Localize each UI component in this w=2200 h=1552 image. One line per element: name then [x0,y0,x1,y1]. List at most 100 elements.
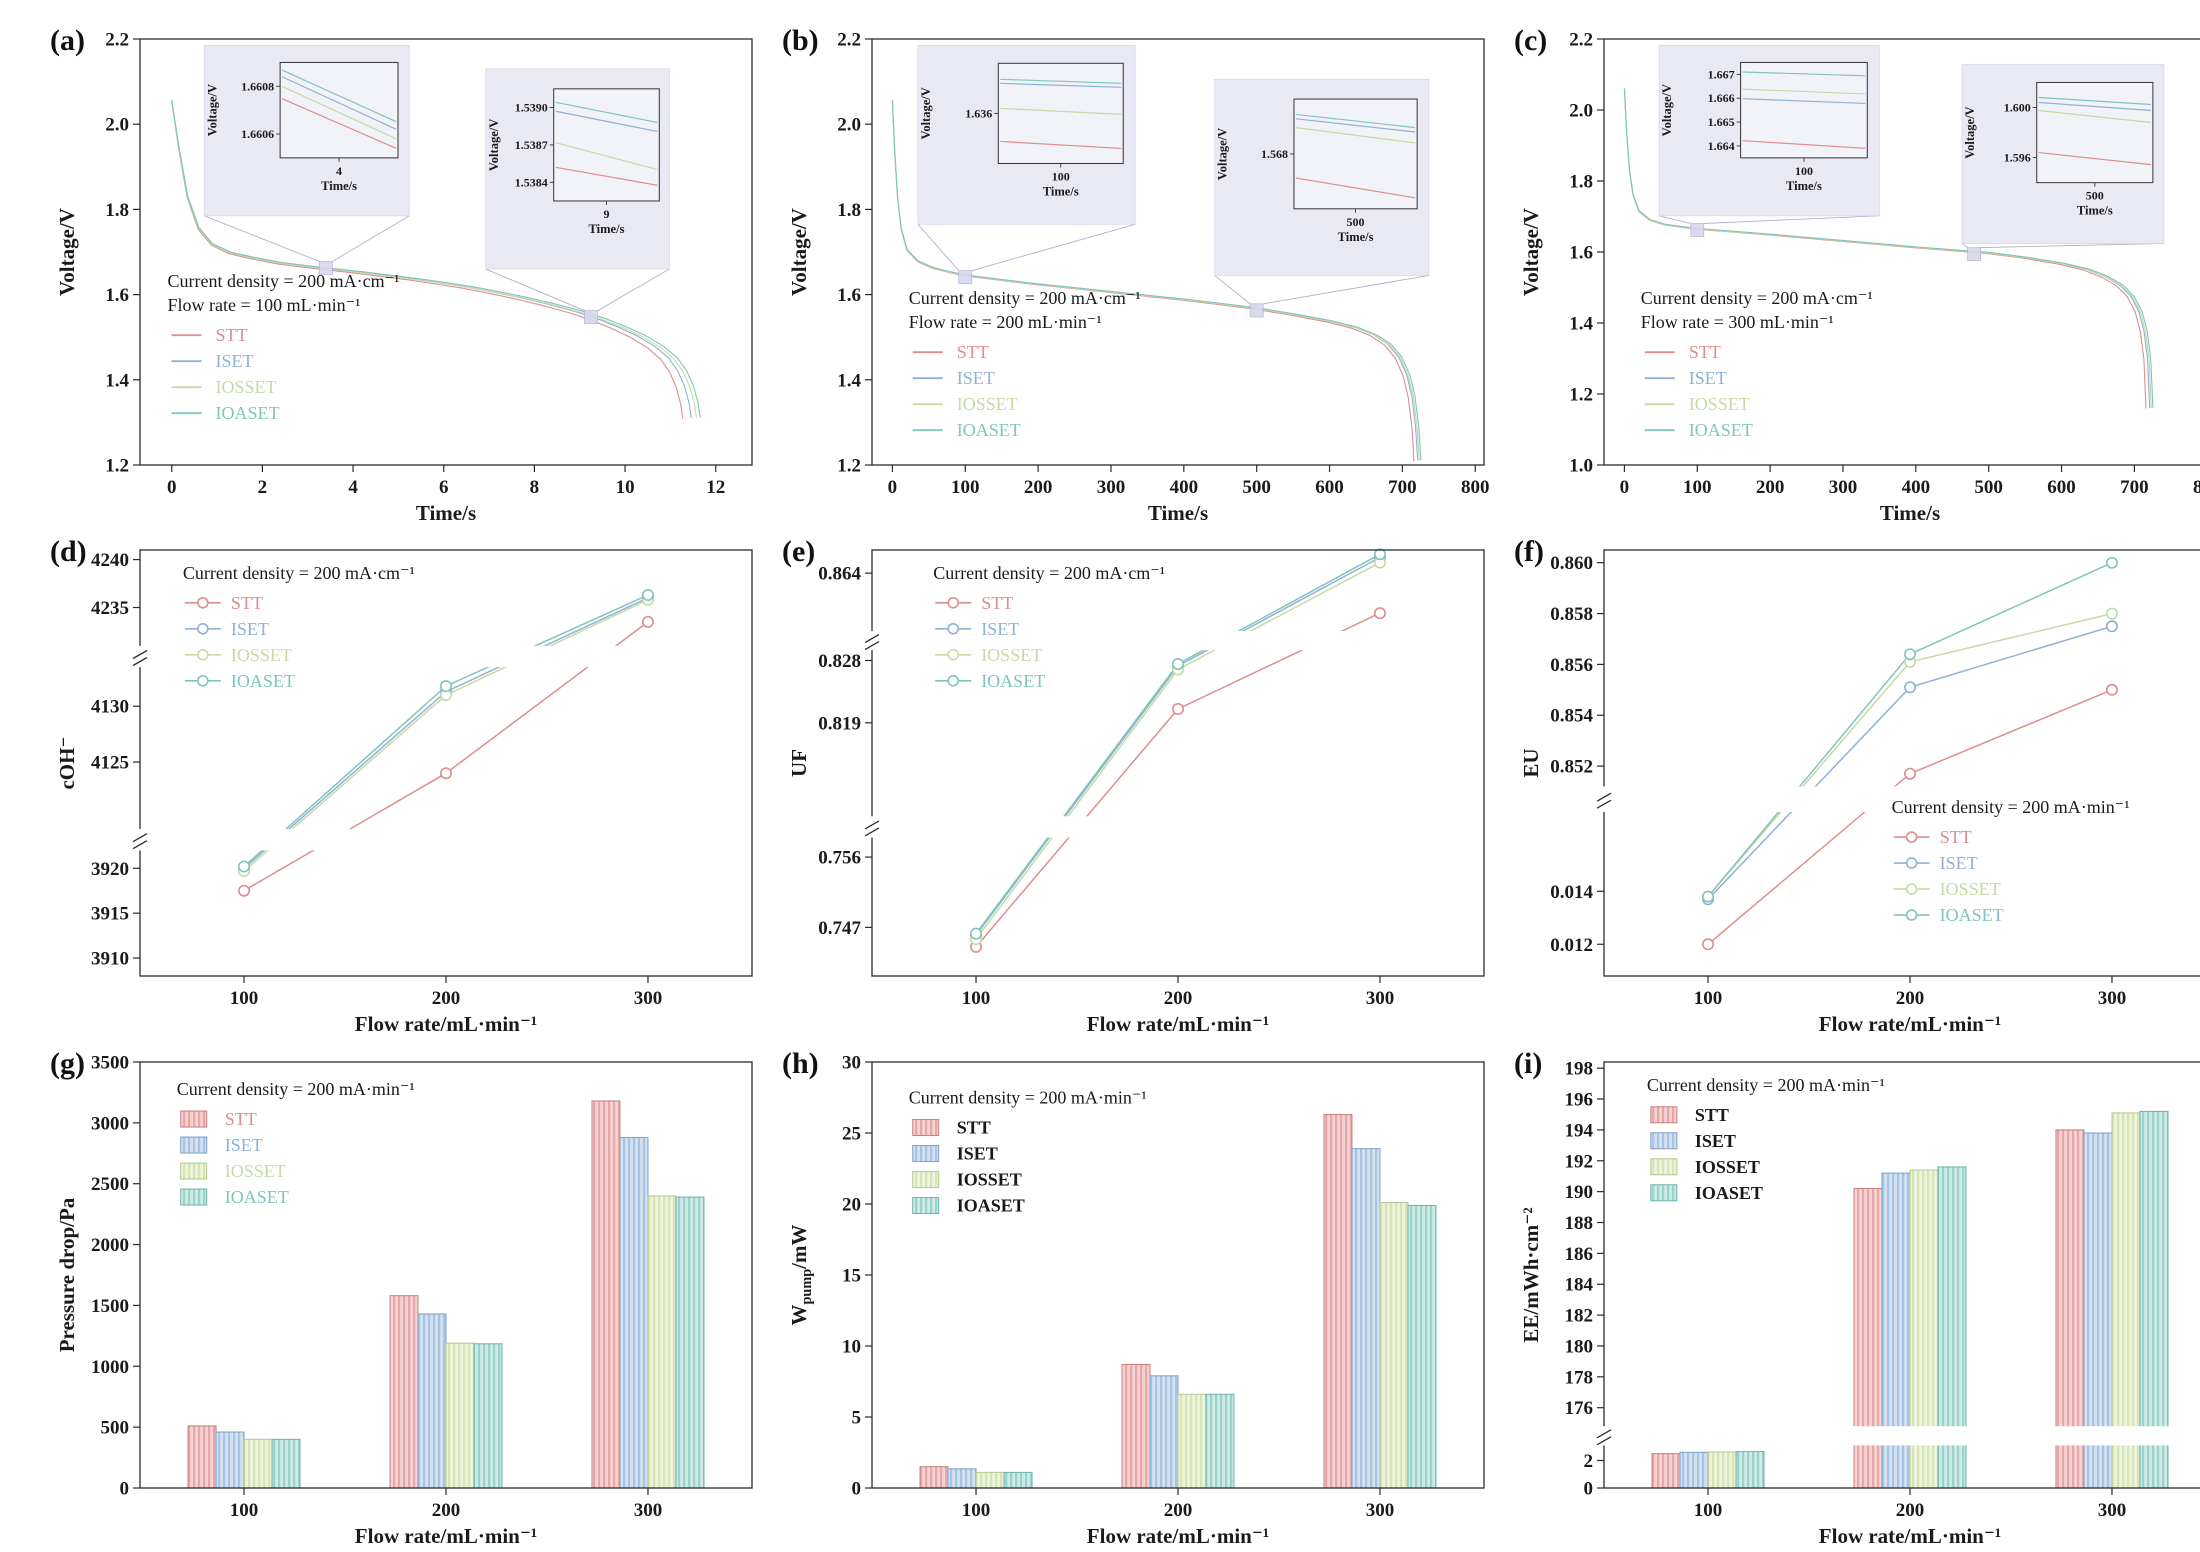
svg-text:2: 2 [1584,1451,1594,1472]
svg-text:300: 300 [2098,988,2127,1009]
svg-text:0.854: 0.854 [1550,706,1593,727]
svg-text:100: 100 [962,988,991,1009]
svg-text:0.756: 0.756 [818,848,861,869]
svg-text:IOASET: IOASET [231,671,295,691]
svg-text:Voltage/V: Voltage/V [1660,84,1674,136]
svg-text:STT: STT [225,1109,257,1129]
svg-text:1.0: 1.0 [1569,456,1593,477]
svg-text:ISET: ISET [1695,1130,1736,1150]
svg-text:100: 100 [230,988,258,1009]
svg-text:1.6606: 1.6606 [241,127,274,141]
panel-label-d: (d) [50,535,87,569]
panel-label-c: (c) [1514,24,1548,57]
svg-text:300: 300 [1829,477,1858,498]
svg-text:3915: 3915 [91,904,129,925]
svg-text:ISET: ISET [231,619,269,639]
svg-text:1.667: 1.667 [1708,67,1735,81]
svg-text:2500: 2500 [91,1174,129,1195]
svg-text:0: 0 [888,477,898,498]
svg-text:700: 700 [1388,477,1417,498]
svg-text:0.860: 0.860 [1550,554,1593,575]
svg-text:1.4: 1.4 [837,370,861,391]
svg-text:188: 188 [1565,1213,1594,1234]
svg-text:Flow rate/mL·min⁻¹: Flow rate/mL·min⁻¹ [355,1012,537,1036]
svg-text:EE/mWh·cm⁻²: EE/mWh·cm⁻² [1519,1207,1543,1342]
svg-text:Time/s: Time/s [416,501,476,525]
panel-i: (i) 0 2 176 178 180 182 184 186 188 190 192 194 196 1… [1506,1041,2200,1548]
svg-text:ISET: ISET [1689,368,1727,388]
svg-text:1.665: 1.665 [1708,115,1735,129]
svg-text:200: 200 [1896,1500,1925,1521]
svg-text:0: 0 [1620,477,1630,498]
svg-text:STT: STT [1689,342,1721,362]
svg-text:190: 190 [1565,1182,1594,1203]
svg-text:0: 0 [1584,1478,1594,1499]
svg-text:Voltage/V: Voltage/V [487,119,501,171]
svg-text:IOSSET: IOSSET [957,1169,1022,1189]
chart-i-ee-bars: 0 2 176 178 180 182 184 186 188 190 192 194 196 198 10… [1519,1058,2200,1548]
svg-text:IOSSET: IOSSET [981,645,1042,665]
svg-text:2.2: 2.2 [837,30,861,51]
svg-text:0.828: 0.828 [818,651,861,672]
svg-text:Voltage/V: Voltage/V [1216,128,1230,180]
svg-text:12: 12 [706,477,725,498]
svg-text:194: 194 [1565,1120,1594,1141]
svg-text:1500: 1500 [91,1296,129,1317]
svg-text:600: 600 [1315,477,1344,498]
svg-text:1.666: 1.666 [1708,91,1735,105]
svg-text:0: 0 [120,1478,130,1499]
svg-text:100: 100 [1694,988,1723,1009]
svg-text:800: 800 [2193,477,2200,498]
svg-text:1.2: 1.2 [1569,385,1593,406]
svg-text:15: 15 [842,1265,861,1286]
svg-text:200: 200 [1756,477,1785,498]
svg-text:600: 600 [2047,477,2076,498]
svg-text:3910: 3910 [91,949,129,970]
svg-text:IOSSET: IOSSET [216,377,277,397]
svg-text:Time/s: Time/s [1338,230,1374,244]
svg-text:0.852: 0.852 [1550,757,1593,778]
svg-text:6: 6 [439,477,449,498]
panel-label-i: (i) [1514,1046,1543,1080]
svg-text:20: 20 [842,1194,861,1215]
svg-text:Flow rate/mL·min⁻¹: Flow rate/mL·min⁻¹ [1819,1012,2001,1036]
panel-a: (a) 1.6608 1.6606 4 Time/s Voltage/V 1.5390 1.… [42,18,753,525]
svg-text:1.596: 1.596 [2004,151,2031,165]
svg-text:100: 100 [1694,1500,1723,1521]
svg-text:500: 500 [101,1417,130,1438]
svg-text:186: 186 [1565,1244,1594,1265]
svg-text:Time/s: Time/s [321,179,357,193]
svg-text:300: 300 [634,1500,663,1521]
svg-text:Flow rate = 200 mL·min⁻¹: Flow rate = 200 mL·min⁻¹ [909,312,1102,332]
svg-text:0.864: 0.864 [818,564,861,585]
svg-text:500: 500 [1974,477,2003,498]
svg-text:3000: 3000 [91,1113,129,1134]
svg-text:100: 100 [1795,164,1813,178]
svg-text:Flow rate/mL·min⁻¹: Flow rate/mL·min⁻¹ [1087,1012,1269,1036]
svg-text:1.6: 1.6 [1569,243,1593,264]
svg-text:IOASET: IOASET [1689,420,1753,440]
svg-text:IOASET: IOASET [1940,905,2004,925]
svg-text:0: 0 [167,477,177,498]
svg-text:Flow rate/mL·min⁻¹: Flow rate/mL·min⁻¹ [355,1524,537,1548]
svg-text:4235: 4235 [91,598,129,619]
svg-text:ISET: ISET [216,351,254,371]
svg-text:IOSSET: IOSSET [957,394,1018,414]
svg-text:200: 200 [1896,988,1925,1009]
svg-text:100: 100 [230,1500,258,1521]
svg-text:IOASET: IOASET [957,420,1021,440]
svg-text:Current density = 200 mA·cm⁻¹: Current density = 200 mA·cm⁻¹ [183,563,415,583]
svg-text:Voltage/V: Voltage/V [1963,106,1977,158]
svg-text:Wpump/mW: Wpump/mW [787,1224,815,1325]
svg-text:100: 100 [1052,169,1070,183]
svg-text:1.664: 1.664 [1708,139,1735,153]
svg-text:100: 100 [951,477,980,498]
svg-text:1.5390: 1.5390 [515,101,548,115]
panel-label-b: (b) [782,24,819,57]
svg-text:500: 500 [2086,189,2104,203]
svg-text:Flow rate/mL·min⁻¹: Flow rate/mL·min⁻¹ [1087,1524,1269,1548]
chart-e-uf-line: 0.747 0.756 0.819 0.828 0.864 100 200 300 Flow r… [787,548,1485,1036]
svg-text:Pressure drop/Pa: Pressure drop/Pa [55,1197,79,1352]
svg-text:25: 25 [842,1123,861,1144]
